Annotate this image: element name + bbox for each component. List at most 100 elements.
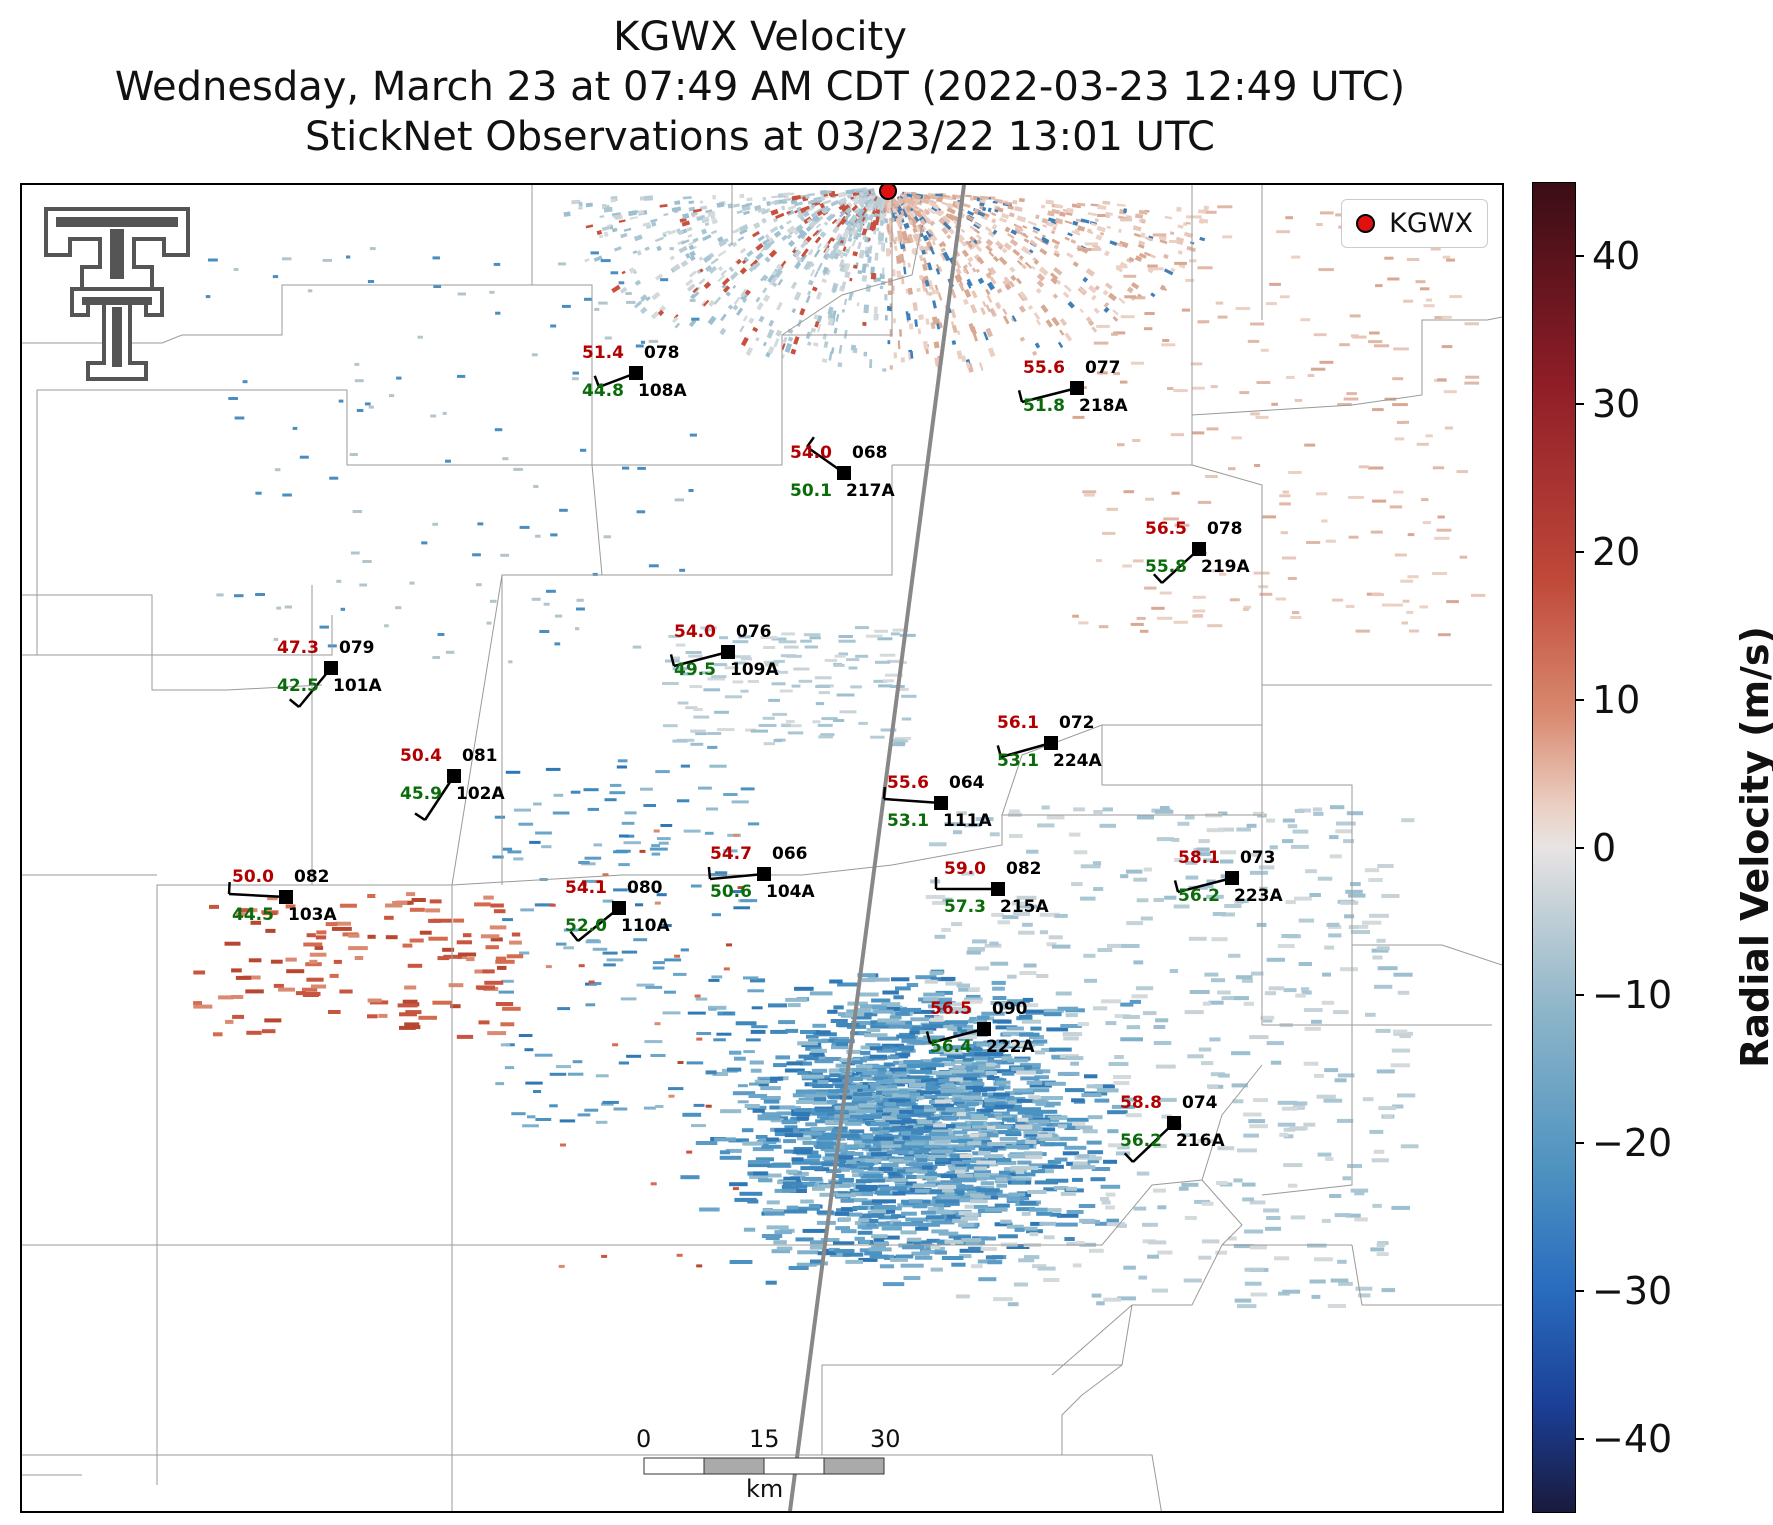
station-sustained-speed: 56.2 <box>1120 1131 1162 1151</box>
colorbar-tick-label: −20 <box>1592 1121 1673 1166</box>
station-gust-speed: 54.1 <box>565 878 607 898</box>
colorbar-tick-mark <box>1576 846 1584 849</box>
station-sustained-speed: 56.4 <box>930 1037 972 1057</box>
colorbar-tick-label: 40 <box>1592 233 1641 278</box>
radar-map[interactable]: KGWX 51.4 078 44.8 108A 55.6 077 51.8 218A 54.0 0… <box>20 183 1504 1513</box>
station-gust-speed: 59.0 <box>944 859 986 879</box>
scalebar-tick-15: 15 <box>749 1425 780 1453</box>
station-sustained-speed: 51.8 <box>1023 396 1065 416</box>
station-id: 110A <box>621 916 670 936</box>
station-gust-speed: 54.0 <box>790 443 832 463</box>
station-sustained-speed: 53.1 <box>887 811 929 831</box>
scalebar-tick-0: 0 <box>636 1425 652 1453</box>
station-wind-direction: 072 <box>1059 713 1095 733</box>
station-wind-direction: 078 <box>644 343 680 363</box>
station-id: 216A <box>1176 1131 1225 1151</box>
station-id: 222A <box>986 1037 1035 1057</box>
station-sustained-speed: 44.8 <box>582 381 624 401</box>
colorbar-tick-label: −30 <box>1592 1269 1673 1314</box>
station-sustained-speed: 53.1 <box>997 751 1039 771</box>
station-gust-speed: 56.5 <box>1145 519 1187 539</box>
station-sustained-speed: 55.8 <box>1145 557 1187 577</box>
station-wind-direction: 064 <box>949 773 985 793</box>
colorbar-tick-label: 20 <box>1592 529 1641 574</box>
station-gust-speed: 55.6 <box>1023 358 1065 378</box>
station-id: 219A <box>1201 557 1250 577</box>
station-wind-direction: 066 <box>772 844 808 864</box>
legend-label: KGWX <box>1389 208 1473 239</box>
title-line-1: KGWX Velocity <box>613 14 907 60</box>
map-canvas <box>22 185 1502 1511</box>
station-gust-speed: 51.4 <box>582 343 624 363</box>
colorbar-tick-mark <box>1576 698 1584 701</box>
station-id: 218A <box>1079 396 1128 416</box>
station-wind-direction: 082 <box>1006 859 1042 879</box>
station-wind-direction: 080 <box>627 878 663 898</box>
map-legend: KGWX <box>1341 199 1488 248</box>
station-sustained-speed: 45.9 <box>400 784 442 804</box>
station-wind-direction: 081 <box>462 746 498 766</box>
station-gust-speed: 50.4 <box>400 746 442 766</box>
colorbar-tick-mark <box>1576 402 1584 405</box>
station-id: 215A <box>1000 897 1049 917</box>
station-wind-direction: 074 <box>1182 1093 1218 1113</box>
wind-barbs <box>227 366 1239 1163</box>
station-wind-direction: 073 <box>1240 848 1276 868</box>
colorbar-tick-label: −40 <box>1592 1417 1673 1462</box>
station-sustained-speed: 42.5 <box>277 676 319 696</box>
station-id: 111A <box>943 811 992 831</box>
station-gust-speed: 58.8 <box>1120 1093 1162 1113</box>
station-id: 223A <box>1234 886 1283 906</box>
station-gust-speed: 56.5 <box>930 999 972 1019</box>
station-gust-speed: 54.7 <box>710 844 752 864</box>
station-gust-speed: 50.0 <box>232 867 274 887</box>
station-wind-direction: 078 <box>1207 519 1243 539</box>
station-id: 103A <box>288 905 337 925</box>
station-id: 104A <box>766 882 815 902</box>
scalebar-unit: km <box>746 1475 784 1503</box>
colorbar-tick-mark <box>1576 1290 1584 1293</box>
county-boundaries <box>22 185 1502 1511</box>
colorbar-tick-mark <box>1576 254 1584 257</box>
colorbar-label: Radial Velocity (m/s) <box>1733 626 1773 1068</box>
radar-site-legend-marker <box>1356 214 1376 233</box>
station-id: 108A <box>638 381 687 401</box>
title-line-3: StickNet Observations at 03/23/22 13:01 … <box>305 114 1215 160</box>
station-gust-speed: 54.0 <box>674 622 716 642</box>
station-id: 101A <box>333 676 382 696</box>
station-gust-speed: 55.6 <box>887 773 929 793</box>
station-id: 224A <box>1053 751 1102 771</box>
station-wind-direction: 077 <box>1085 358 1121 378</box>
colorbar-tick-label: 30 <box>1592 381 1641 426</box>
kgwx-radar-marker[interactable] <box>879 185 897 200</box>
colorbar-tick-mark <box>1576 550 1584 553</box>
station-wind-direction: 090 <box>992 999 1028 1019</box>
station-sustained-speed: 44.5 <box>232 905 274 925</box>
station-sustained-speed: 50.6 <box>710 882 752 902</box>
station-id: 217A <box>846 481 895 501</box>
station-sustained-speed: 50.1 <box>790 481 832 501</box>
colorbar-tick-label: 10 <box>1592 677 1641 722</box>
title-line-2: Wednesday, March 23 at 07:49 AM CDT (202… <box>114 64 1406 110</box>
station-sustained-speed: 52.0 <box>565 916 607 936</box>
station-id: 109A <box>730 660 779 680</box>
station-wind-direction: 079 <box>339 638 375 658</box>
station-gust-speed: 58.1 <box>1178 848 1220 868</box>
station-sustained-speed: 57.3 <box>944 897 986 917</box>
station-wind-direction: 068 <box>852 443 888 463</box>
texas-tech-double-t-logo-icon <box>44 207 190 381</box>
colorbar-tick-mark <box>1576 994 1584 997</box>
colorbar-tick-label: −10 <box>1592 973 1673 1018</box>
station-gust-speed: 56.1 <box>997 713 1039 733</box>
velocity-field <box>193 187 1486 1309</box>
station-wind-direction: 076 <box>736 622 772 642</box>
colorbar-tick-label: 0 <box>1592 825 1617 870</box>
scalebar-tick-30: 30 <box>870 1425 901 1453</box>
station-sustained-speed: 49.5 <box>674 660 716 680</box>
station-wind-direction: 082 <box>294 867 330 887</box>
storm-track-line <box>788 185 966 1511</box>
station-gust-speed: 47.3 <box>277 638 319 658</box>
colorbar-tick-mark <box>1576 1142 1584 1145</box>
station-sustained-speed: 56.2 <box>1178 886 1220 906</box>
colorbar <box>1532 182 1576 1513</box>
